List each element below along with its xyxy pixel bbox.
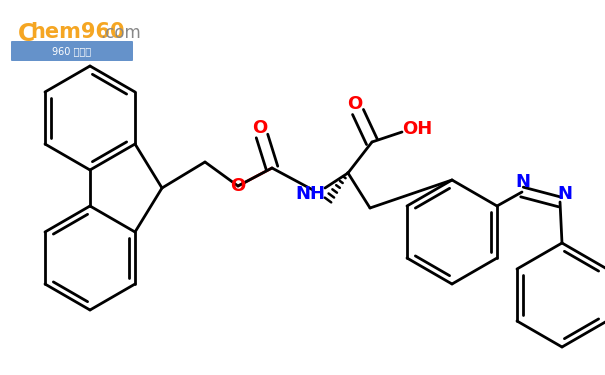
Text: 960 化工网: 960 化工网	[53, 46, 91, 56]
Text: hem960: hem960	[30, 22, 125, 42]
Text: .com: .com	[100, 24, 141, 42]
Text: O: O	[252, 119, 267, 137]
Text: C: C	[18, 22, 35, 46]
Text: N: N	[515, 173, 531, 191]
Text: O: O	[347, 95, 362, 113]
Text: N: N	[557, 185, 572, 203]
Text: OH: OH	[402, 120, 432, 138]
FancyBboxPatch shape	[11, 41, 133, 61]
Text: O: O	[231, 177, 246, 195]
Text: NH: NH	[295, 185, 325, 203]
